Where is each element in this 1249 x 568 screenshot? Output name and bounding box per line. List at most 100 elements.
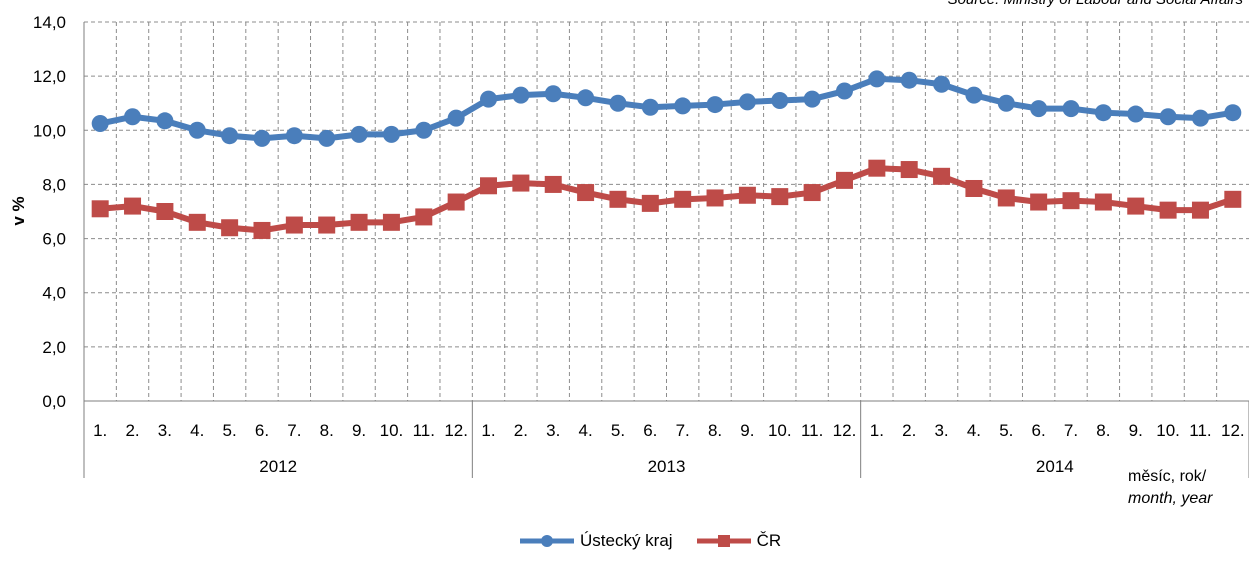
y-tick-label: 14,0 — [33, 13, 66, 32]
x-tick-label-month: 4. — [967, 421, 981, 440]
y-tick-label: 2,0 — [42, 338, 66, 357]
data-point-ustecky — [124, 108, 142, 126]
data-point-ustecky — [868, 70, 886, 88]
x-tick-label-month: 10. — [1156, 421, 1180, 440]
data-point-cr — [285, 216, 303, 234]
data-point-ustecky — [447, 109, 465, 127]
data-point-cr — [997, 189, 1015, 207]
x-tick-label-month: 9. — [352, 421, 366, 440]
y-tick-label: 6,0 — [42, 230, 66, 249]
data-point-ustecky — [997, 94, 1015, 112]
series-group — [91, 70, 1242, 239]
data-point-ustecky — [91, 115, 109, 133]
data-point-ustecky — [480, 90, 498, 108]
data-point-ustecky — [803, 90, 821, 108]
data-point-ustecky — [835, 82, 853, 100]
x-tick-label-month: 2. — [125, 421, 139, 440]
y-tick-label: 4,0 — [42, 284, 66, 303]
data-point-ustecky — [512, 86, 530, 104]
x-tick-label-month: 4. — [579, 421, 593, 440]
data-point-cr — [221, 219, 239, 237]
data-point-cr — [738, 186, 756, 204]
data-point-cr — [933, 167, 951, 185]
data-point-cr — [803, 184, 821, 202]
data-point-cr — [835, 171, 853, 189]
data-point-ustecky — [285, 127, 303, 145]
x-tick-label-month: 5. — [223, 421, 237, 440]
x-tick-label-month: 8. — [708, 421, 722, 440]
data-point-cr — [480, 177, 498, 195]
data-point-ustecky — [1030, 100, 1048, 118]
x-tick-label-month: 5. — [611, 421, 625, 440]
x-tick-label-month: 12. — [833, 421, 857, 440]
x-tick-label-month: 6. — [643, 421, 657, 440]
x-tick-label-month: 9. — [1129, 421, 1143, 440]
data-point-ustecky — [900, 71, 918, 89]
x-tick-label-month: 1. — [481, 421, 495, 440]
data-point-ustecky — [1191, 109, 1209, 127]
data-point-cr — [382, 213, 400, 231]
x-tick-label-month: 3. — [546, 421, 560, 440]
x-tick-label-month: 11. — [1189, 421, 1211, 440]
legend-label-cr: ČR — [756, 531, 782, 550]
legend-item-ustecky: Ústecký kraj — [518, 531, 673, 551]
y-tick-labels: 0,0 2,0 4,0 6,0 8,0 10,0 12,0 14,0 — [33, 13, 66, 411]
y-tick-label: 0,0 — [42, 392, 66, 411]
data-point-ustecky — [156, 112, 174, 130]
x-tick-label-month: 4. — [190, 421, 204, 440]
x-tick-label-month: 12. — [1221, 421, 1245, 440]
data-point-ustecky — [965, 86, 983, 104]
x-tick-label-month: 2. — [514, 421, 528, 440]
y-tick-label: 8,0 — [42, 175, 66, 194]
y-axis-label: v % — [9, 196, 28, 225]
x-tick-label-month: 7. — [287, 421, 301, 440]
data-point-cr — [512, 174, 530, 192]
data-point-ustecky — [609, 94, 627, 112]
legend-key-cr — [696, 535, 751, 547]
data-point-cr — [868, 159, 886, 177]
data-point-ustecky — [544, 85, 562, 103]
x-tick-label-year: 2014 — [1036, 457, 1074, 476]
x-tick-label-month: 8. — [1096, 421, 1110, 440]
x-tick-label-month: 7. — [676, 421, 690, 440]
data-point-cr — [1127, 197, 1145, 215]
x-tick-label-month: 3. — [934, 421, 948, 440]
data-point-ustecky — [1062, 100, 1080, 118]
data-point-ustecky — [641, 98, 659, 116]
data-point-cr — [253, 221, 271, 239]
x-tick-label-month: 9. — [740, 421, 754, 440]
data-point-cr — [415, 208, 433, 226]
data-point-cr — [965, 179, 983, 197]
data-point-cr — [1094, 193, 1112, 211]
x-tick-label-month: 2. — [902, 421, 916, 440]
data-point-ustecky — [933, 75, 951, 93]
x-axis-label-line2: month, year — [1128, 490, 1213, 507]
data-point-ustecky — [1224, 104, 1242, 122]
data-point-ustecky — [706, 96, 724, 114]
data-point-cr — [544, 175, 562, 193]
chart-grid — [84, 21, 1249, 401]
x-tick-labels: 1. 2. 3. 4. 5. 6. 7. 8. 9. 10. 11. 12. 1. 2. 3. 4. 5. 6. 7… — [93, 421, 1245, 476]
x-tick-label-month: 6. — [255, 421, 269, 440]
data-point-ustecky — [577, 89, 595, 107]
data-point-cr — [91, 200, 109, 218]
data-point-cr — [900, 161, 918, 179]
legend-item-cr: ČR — [695, 531, 782, 551]
data-point-ustecky — [350, 125, 368, 143]
data-point-cr — [771, 188, 789, 206]
data-point-ustecky — [771, 92, 789, 110]
data-point-cr — [1191, 201, 1209, 219]
data-point-cr — [1224, 190, 1242, 208]
data-point-ustecky — [382, 125, 400, 143]
data-point-ustecky — [188, 121, 206, 139]
data-point-ustecky — [253, 129, 271, 147]
x-tick-label-month: 5. — [999, 421, 1013, 440]
x-tick-label-month: 12. — [444, 421, 468, 440]
x-axis-label: měsíc, rok/ month, year — [1128, 466, 1212, 510]
x-tick-label-month: 7. — [1064, 421, 1078, 440]
x-axis-label-line1: měsíc, rok/ — [1128, 468, 1207, 485]
x-tick-label-month: 11. — [413, 421, 435, 440]
data-point-cr — [641, 194, 659, 212]
legend: Ústecký kraj ČR — [518, 528, 803, 554]
